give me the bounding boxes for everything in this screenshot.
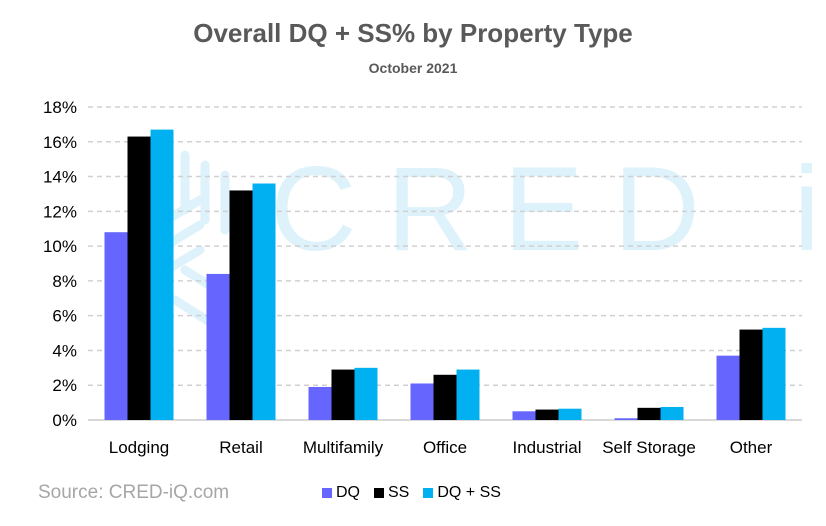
x-tick-label: Lodging <box>109 438 170 457</box>
legend-item: DQ <box>322 484 360 502</box>
y-tick-label: 14% <box>43 168 77 187</box>
watermark-text: CRED iQ <box>270 142 826 276</box>
y-tick-label: 16% <box>43 133 77 152</box>
legend-swatch <box>423 488 434 498</box>
bar-dq-multifamily <box>308 386 332 420</box>
x-tick-label: Self Storage <box>602 438 696 457</box>
bar-ss-industrial <box>535 409 559 420</box>
y-tick-label: 2% <box>52 376 77 395</box>
bar-dq-ss-retail <box>252 183 276 420</box>
y-tick-label: 10% <box>43 237 77 256</box>
x-tick-label: Retail <box>219 438 262 457</box>
bar-dq-ss-lodging <box>150 129 174 420</box>
y-tick-label: 6% <box>52 307 77 326</box>
bar-ss-other <box>739 329 763 420</box>
x-tick-label: Other <box>730 438 773 457</box>
x-tick-label: Office <box>423 438 467 457</box>
bar-ss-office <box>433 374 457 420</box>
legend-item: DQ + SS <box>423 484 501 502</box>
bar-dq-ss-industrial <box>558 408 582 420</box>
bar-dq-ss-self-storage <box>660 406 684 420</box>
legend-label: DQ + SS <box>437 484 501 501</box>
x-tick-label: Industrial <box>513 438 582 457</box>
bar-ss-multifamily <box>331 369 355 420</box>
bar-ss-self-storage <box>637 407 661 420</box>
legend-item: SS <box>374 484 409 502</box>
bar-ss-retail <box>229 190 253 420</box>
bar-dq-retail <box>206 273 230 420</box>
legend-swatch <box>322 488 332 498</box>
bar-dq-self-storage <box>614 418 638 420</box>
chart-title: Overall DQ + SS% by Property Type <box>193 18 633 48</box>
bar-dq-ss-other <box>762 327 786 420</box>
legend-label: SS <box>388 484 410 501</box>
y-tick-label: 8% <box>52 272 77 291</box>
y-tick-label: 18% <box>43 98 77 117</box>
y-tick-label: 0% <box>52 411 77 430</box>
bar-dq-office <box>410 383 434 420</box>
watermark-logo: CRED iQ <box>145 142 826 340</box>
y-tick-label: 4% <box>52 341 77 360</box>
y-tick-label: 12% <box>43 202 77 221</box>
legend-swatch <box>374 488 384 498</box>
bar-dq-industrial <box>512 411 536 420</box>
x-tick-label: Multifamily <box>303 438 384 457</box>
legend-label: DQ <box>336 484 360 501</box>
chart-subtitle: October 2021 <box>368 60 458 76</box>
bar-dq-ss-office <box>456 369 480 420</box>
legend: DQ SS DQ + SS <box>322 484 501 502</box>
bar-dq-ss-multifamily <box>354 367 378 420</box>
bar-dq-other <box>716 355 740 420</box>
source-note: Source: CRED-iQ.com <box>38 482 230 503</box>
bar-dq-lodging <box>104 232 128 420</box>
bar-ss-lodging <box>127 136 151 421</box>
